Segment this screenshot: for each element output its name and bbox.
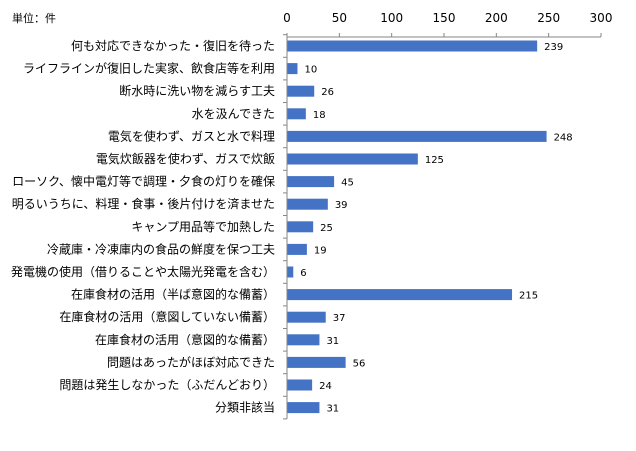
x-tick-label: 200 [485, 11, 508, 25]
data-label: 39 [335, 200, 348, 211]
data-label: 239 [544, 42, 563, 53]
category-label: 電気を使わず、ガスと水で料理 [108, 128, 275, 143]
data-label: 31 [326, 404, 339, 415]
unit-label: 単位：件 [12, 11, 56, 25]
data-label: 6 [300, 268, 306, 279]
data-label: 37 [333, 313, 346, 324]
category-label: 在庫食材の活用（意図的な備蓄） [95, 332, 275, 347]
bar [287, 289, 513, 301]
category-label: 在庫食材の活用（意図していない備蓄） [59, 309, 275, 324]
category-label: 何も対応できなかった・復旧を待った [71, 38, 275, 53]
category-label: 在庫食材の活用（半ば意図的な備蓄） [71, 287, 275, 302]
category-label: キャンプ用品等で加熱した [131, 220, 275, 234]
x-axis: 0 50 100 150 200 250 300 [283, 11, 613, 420]
category-label: 明るいうちに、料理・食事・後片付けを済ませた [12, 196, 275, 211]
data-label: 25 [320, 223, 333, 234]
bar [287, 379, 313, 391]
bar [287, 130, 547, 142]
bar [287, 63, 298, 75]
data-label: 19 [314, 245, 327, 256]
data-label: 56 [353, 358, 366, 369]
category-label: 冷蔵庫・冷凍庫内の食品の鮮度を保つ工夫 [47, 241, 275, 256]
category-label: 電気炊飯器を使わず、ガスで炊飯 [96, 151, 275, 166]
bar [287, 108, 306, 120]
x-tick-label: 100 [380, 11, 403, 25]
category-label: 水を汲んできた [192, 107, 275, 121]
data-label: 215 [519, 291, 538, 302]
data-label: 24 [319, 381, 332, 392]
category-label: 断水時に洗い物を減らす工夫 [119, 83, 275, 98]
bar [287, 334, 320, 346]
data-label: 18 [313, 110, 326, 121]
data-label: 31 [326, 336, 339, 347]
category-label: ライフラインが復旧した実家、飲食店等を利用 [23, 61, 275, 76]
bar [287, 266, 294, 278]
bar [287, 198, 328, 210]
category-label: 問題は発生しなかった（ふだんどおり） [59, 378, 275, 392]
bar [287, 40, 538, 52]
category-labels: 何も対応できなかった・復旧を待ったライフラインが復旧した実家、飲食店等を利用断水… [11, 38, 275, 415]
bar [287, 402, 320, 414]
x-tick-label: 0 [283, 11, 291, 25]
data-label: 45 [341, 178, 354, 189]
data-label: 10 [304, 65, 317, 76]
x-tick-label: 250 [537, 11, 560, 25]
x-tick-label: 150 [433, 11, 456, 25]
bar [287, 356, 346, 368]
data-label: 125 [425, 155, 444, 166]
bar [287, 153, 418, 165]
bar [287, 243, 307, 255]
category-label: 問題はあったがほぼ対応できた [107, 354, 275, 369]
data-label: 248 [554, 132, 573, 143]
category-label: 分類非該当 [215, 400, 275, 415]
bar [287, 221, 314, 233]
data-label: 26 [321, 87, 334, 98]
x-tick-label: 300 [590, 11, 613, 25]
bar [287, 311, 326, 323]
x-tick-label: 50 [332, 11, 347, 25]
category-label: 発電機の使用（借りることや太陽光発電を含む） [11, 264, 275, 279]
category-label: ローソク、懐中電灯等で調理・夕食の灯りを確保 [12, 174, 275, 189]
bar [287, 176, 335, 188]
bar [287, 85, 315, 97]
bar-series: 239 10 26 18 248 125 45 39 25 19 6 215 37 31 56 24 31 [287, 40, 573, 415]
